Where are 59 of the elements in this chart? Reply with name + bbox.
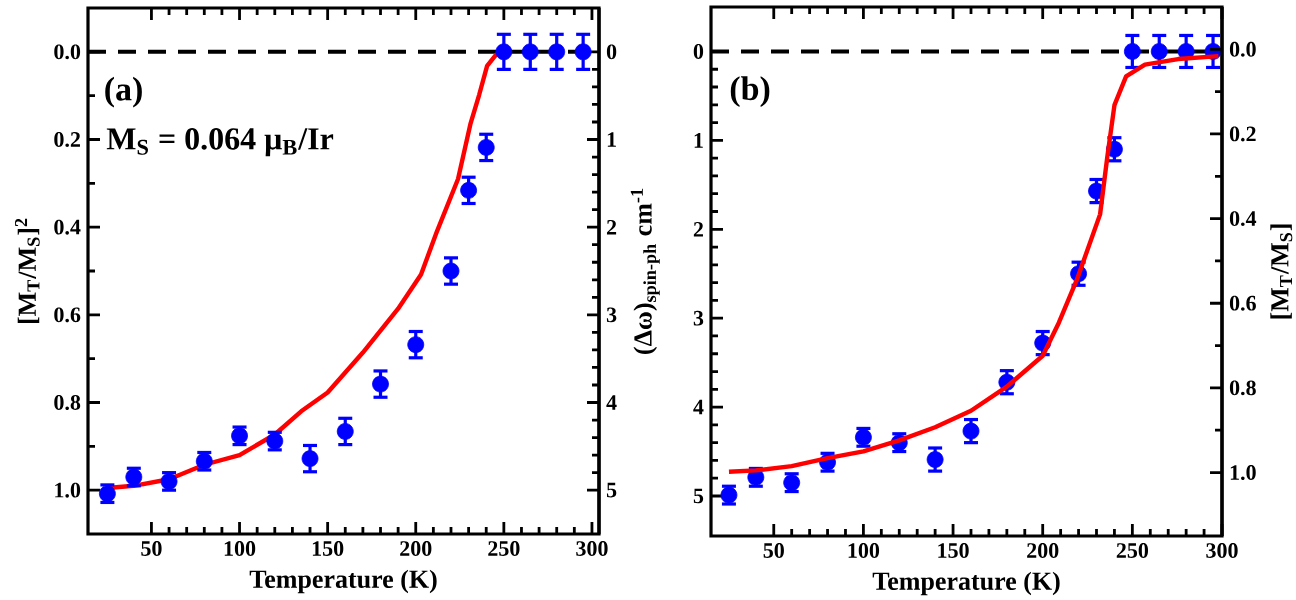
- y-tick-label: 3: [693, 310, 704, 326]
- x-tick-label: 200: [400, 541, 432, 556]
- x-tick-label: 50: [141, 541, 162, 556]
- y-tick-label: 4: [693, 399, 704, 415]
- point: [521, 43, 539, 61]
- point: [407, 336, 425, 354]
- x-tick-label: 200: [1027, 543, 1059, 558]
- y2-tick-label: 5: [606, 482, 617, 498]
- point: [495, 43, 513, 61]
- y-tick-label: 1: [694, 133, 703, 148]
- y2-axis-title: (Δω)$_{spin-ph}$ cm$^{-1}$: [630, 188, 660, 354]
- point: [442, 262, 460, 280]
- x-tick-label: 100: [224, 541, 256, 556]
- y-tick-label: 0.2: [54, 132, 80, 147]
- y2-tick-label: 0.6: [1229, 295, 1256, 311]
- point: [548, 43, 566, 61]
- x-tick-label: 50: [763, 543, 784, 558]
- point: [372, 375, 389, 393]
- y-axis-title: [M$_{T}$/M$_{S}$]$^{2}$: [14, 218, 40, 324]
- y2-tick-label: 4: [606, 395, 617, 410]
- point: [926, 451, 944, 468]
- point: [574, 43, 592, 61]
- y2-tick-label: 1.0: [1230, 465, 1256, 480]
- y-tick-label: 2: [693, 222, 703, 237]
- y2-tick-label: 0.4: [1229, 211, 1257, 227]
- x-tick-label: 250: [488, 541, 520, 556]
- y2-tick-label: 1: [607, 132, 616, 147]
- y-tick-label: 0: [693, 44, 704, 59]
- y2-tick-label: 0.0: [1229, 41, 1256, 57]
- x-tick-label: 150: [938, 543, 969, 558]
- x-tick-label: 100: [848, 543, 880, 558]
- annotation: (b): [730, 76, 770, 108]
- point: [962, 422, 980, 440]
- annotation: M$_{S}$ = 0.064 μ$_{B}$/Ir: [106, 128, 334, 157]
- y-tick-label: 5: [693, 488, 704, 504]
- point: [336, 423, 354, 440]
- point: [1150, 43, 1168, 60]
- y2-tick-label: 0.2: [1229, 126, 1256, 142]
- y2-axis-title: [M$_{T}$/M$_{S}$]: [1270, 224, 1293, 319]
- point: [477, 139, 495, 156]
- y2-tick-label: 3: [606, 307, 617, 323]
- point: [1123, 43, 1141, 60]
- annotation: (a): [105, 76, 142, 108]
- y2-tick-label: 0: [606, 44, 617, 60]
- x-tick-label: 300: [576, 541, 608, 556]
- y2-tick-label: 0.8: [1229, 380, 1256, 396]
- y2-tick-label: 2: [606, 219, 617, 235]
- x-axis-title: Temperature (K): [872, 571, 1060, 596]
- y-tick-label: 1.0: [55, 482, 81, 498]
- y-tick-label: 0.4: [54, 219, 81, 235]
- x-tick-label: 150: [312, 541, 344, 556]
- x-axis-title: Temperature (K): [249, 569, 437, 594]
- x-tick-label: 300: [1206, 543, 1238, 558]
- y-tick-label: 0.8: [54, 395, 81, 410]
- x-tick-label: 250: [1116, 543, 1149, 558]
- y-tick-label: 0.6: [54, 307, 81, 323]
- y-tick-label: 0.0: [54, 44, 81, 60]
- point: [301, 450, 319, 468]
- point: [460, 181, 478, 199]
